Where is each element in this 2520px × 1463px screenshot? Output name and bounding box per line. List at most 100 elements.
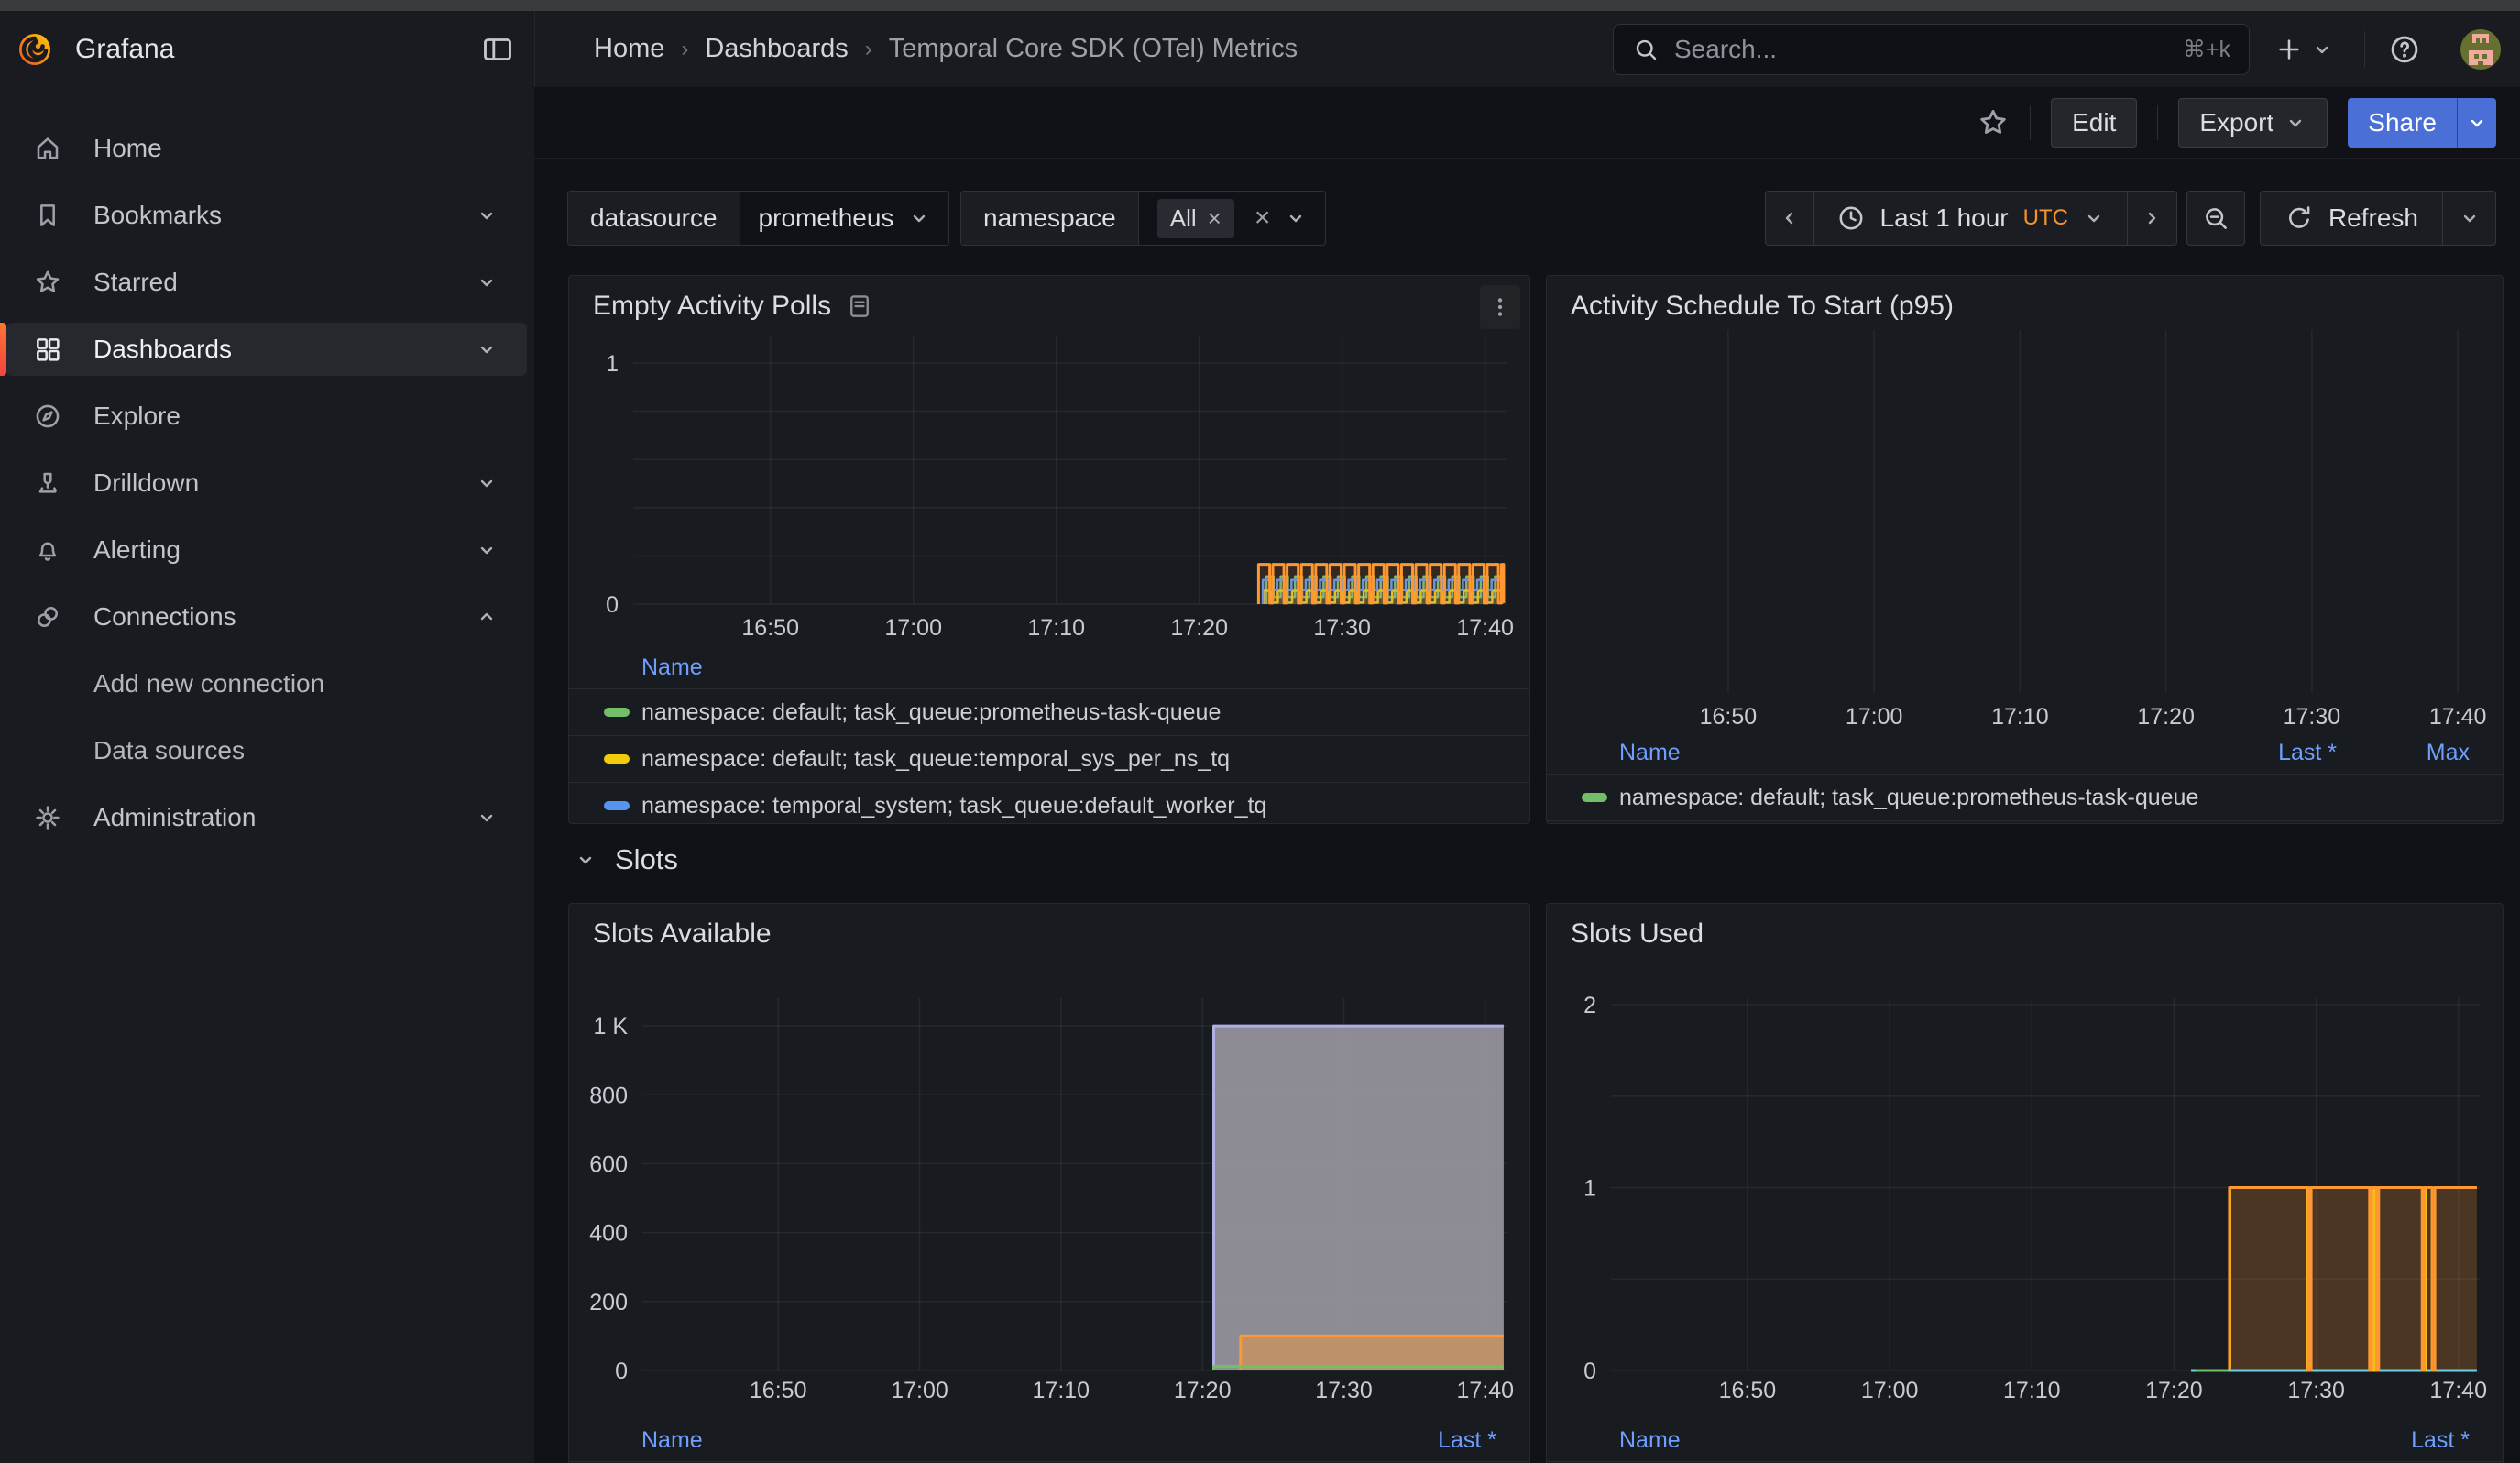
breadcrumb-separator: ›	[681, 36, 689, 61]
datasource-filter-value: prometheus	[758, 204, 894, 232]
chip-remove-icon[interactable]: ×	[1207, 204, 1222, 232]
legend-row[interactable]: namespace: temporal_system; task_queue:d…	[569, 782, 1529, 823]
panel-title[interactable]: Slots Available	[593, 918, 772, 950]
refresh-interval-button[interactable]	[2443, 191, 2496, 246]
svg-text:17:20: 17:20	[1174, 1378, 1232, 1403]
sidebar-item-connections[interactable]: Connections	[6, 590, 527, 644]
datasource-filter-label: datasource	[568, 192, 740, 245]
sidebar-item-label: Bookmarks	[93, 201, 223, 229]
share-menu-button[interactable]	[2457, 97, 2496, 148]
search-input-wrapper[interactable]: ⌘+k	[1613, 24, 2250, 75]
legend-header: Name	[569, 647, 1529, 688]
sidebar-item-alerting[interactable]: Alerting	[6, 523, 527, 577]
search-shortcut-hint: ⌘+k	[2182, 37, 2230, 62]
legend-header-name[interactable]: Name	[1619, 1427, 1681, 1453]
panel-menu-button[interactable]	[1480, 285, 1520, 329]
sidebar-item-dashboards[interactable]: Dashboards	[6, 323, 527, 376]
panel-title[interactable]: Empty Activity Polls	[593, 291, 873, 322]
legend-row[interactable]: namespace: default; task_queue:prometheu…	[1547, 1461, 2503, 1463]
breadcrumb-dashboards[interactable]: Dashboards	[705, 34, 849, 63]
section-row-slots[interactable]: Slots	[575, 843, 678, 876]
help-button[interactable]	[2388, 11, 2421, 87]
clear-all-icon[interactable]: ×	[1254, 203, 1271, 233]
window-top-strip	[0, 0, 2520, 11]
zoom-out-button[interactable]	[2186, 191, 2245, 246]
sidebar-item-administration[interactable]: Administration	[6, 791, 527, 844]
legend-row[interactable]: namespace: default; task_queue:prometheu…	[569, 688, 1529, 735]
refresh-button[interactable]: Refresh	[2259, 191, 2443, 246]
svg-text:17:20: 17:20	[2145, 1378, 2203, 1403]
sidebar-item-drilldown[interactable]: Drilldown	[6, 456, 527, 510]
svg-text:800: 800	[589, 1083, 628, 1108]
svg-text:17:10: 17:10	[1033, 1378, 1090, 1403]
legend-header-last[interactable]: Last *	[2278, 740, 2337, 765]
chart-empty-activity-polls[interactable]: 16:50 17:00 17:10 17:20 17:30 17:40 0 1	[569, 331, 1529, 647]
chevron-down-icon	[480, 814, 493, 822]
edit-button[interactable]: Edit	[2051, 97, 2138, 148]
chevron-down-icon	[480, 279, 493, 287]
brand-title: Grafana	[75, 33, 175, 64]
time-range-picker[interactable]: Last 1 hour UTC	[1813, 191, 2128, 246]
time-shift-back-button[interactable]	[1764, 191, 1814, 246]
sidebar-item-label: Home	[93, 134, 162, 162]
legend-header-name[interactable]: Name	[641, 654, 703, 680]
link-icon	[38, 607, 59, 628]
legend-header-name[interactable]: Name	[641, 1427, 703, 1453]
svg-text:17:10: 17:10	[1991, 704, 2049, 730]
new-menu-button[interactable]	[2274, 11, 2333, 87]
panel-activity-schedule-to-start: Activity Schedule To Start (p95) 16:50 17…	[1546, 275, 2504, 824]
time-controls: Last 1 hour UTC Refresh	[1764, 191, 2496, 246]
legend-row[interactable]: namespace: default; task_queue:prometheu…	[1547, 774, 2503, 821]
legend-header-max[interactable]: Max	[2426, 740, 2470, 765]
datasource-filter[interactable]: datasource prometheus	[567, 191, 950, 246]
sidebar-item-add-new-connection[interactable]: Add new connection	[6, 657, 527, 710]
sidebar-item-label: Data sources	[93, 736, 245, 764]
breadcrumb-home[interactable]: Home	[594, 34, 665, 63]
legend-row[interactable]: namespace: default; task_queue:prometheu…	[569, 1461, 1529, 1463]
sidebar-item-starred[interactable]: Starred	[6, 256, 527, 309]
chevron-down-icon	[2087, 214, 2100, 223]
sidebar-item-bookmarks[interactable]: Bookmarks	[6, 189, 527, 242]
panel-legend: Name Last * Max namespace: default; task…	[1547, 732, 2503, 821]
namespace-value-chip[interactable]: All ×	[1156, 198, 1234, 238]
svg-text:16:50: 16:50	[750, 1378, 807, 1403]
sidebar-item-label: Drilldown	[93, 468, 200, 497]
dashboards-icon	[37, 338, 60, 361]
panel-title[interactable]: Slots Used	[1571, 918, 1704, 950]
chart-slots-used[interactable]: 16:50 17:00 17:10 17:20 17:30 17:40 0 1 2	[1547, 991, 2503, 1413]
sidebar-item-explore[interactable]: Explore	[6, 390, 527, 443]
sidebar-item-label: Dashboards	[93, 335, 232, 363]
sidebar-item-label: Connections	[93, 602, 236, 631]
panel-title[interactable]: Activity Schedule To Start (p95)	[1571, 291, 1954, 322]
chevron-down-icon	[480, 212, 493, 220]
sidebar-item-home[interactable]: Home	[6, 122, 527, 175]
breadcrumb: Home › Dashboards › Temporal Core SDK (O…	[594, 11, 1298, 87]
help-icon	[2391, 36, 2418, 62]
share-button[interactable]: Share	[2348, 97, 2457, 148]
svg-text:0: 0	[615, 1358, 628, 1384]
svg-text:17:30: 17:30	[1313, 615, 1371, 641]
series-swatch	[604, 708, 630, 717]
svg-text:17:30: 17:30	[2287, 1378, 2345, 1403]
chevron-down-icon	[480, 346, 493, 354]
chart-slots-available[interactable]: 16:50 17:00 17:10 17:20 17:30 17:40 0 200 400 600…	[569, 991, 1529, 1413]
avatar[interactable]	[2460, 28, 2502, 75]
namespace-filter[interactable]: namespace All × ×	[960, 191, 1327, 246]
home-icon	[37, 138, 59, 160]
legend-header-last[interactable]: Last *	[2411, 1427, 2470, 1453]
legend-header-name[interactable]: Name	[1619, 740, 1681, 765]
export-button[interactable]: Export	[2178, 97, 2328, 148]
sidebar-toggle-button[interactable]	[481, 33, 514, 66]
star-dashboard-button[interactable]	[1977, 106, 2010, 139]
sidebar-item-data-sources[interactable]: Data sources	[6, 724, 527, 777]
chevron-down-icon	[579, 856, 592, 864]
legend-header-last[interactable]: Last *	[1438, 1427, 1496, 1453]
panel-description-icon[interactable]	[846, 292, 873, 320]
legend-row[interactable]: namespace: default; task_queue:temporal_…	[569, 735, 1529, 782]
share-split-button: Share	[2348, 97, 2496, 148]
series-label: namespace: temporal_system; task_queue:d…	[641, 792, 1267, 819]
search-input[interactable]	[1672, 34, 2183, 65]
chart-activity-schedule-to-start[interactable]: 16:50 17:00 17:10 17:20 17:30 17:40	[1547, 326, 2503, 730]
chevron-down-icon	[914, 214, 926, 223]
time-shift-forward-button[interactable]	[2127, 191, 2177, 246]
